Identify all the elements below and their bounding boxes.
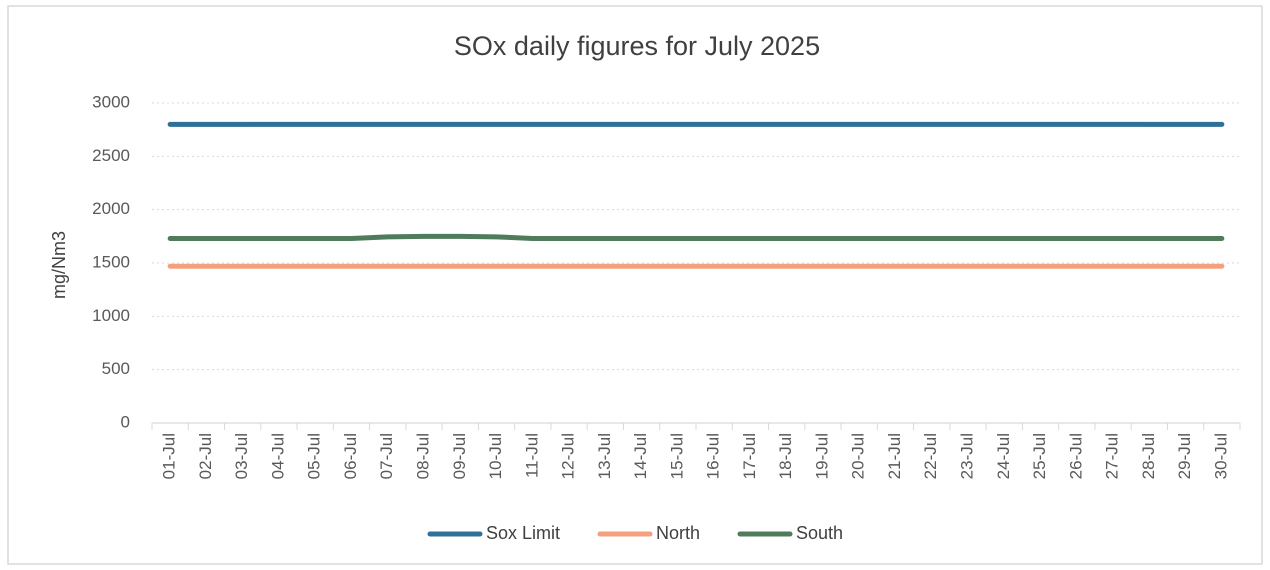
x-tick-label: 02-Jul	[196, 433, 215, 479]
y-tick-label: 3000	[92, 92, 130, 111]
x-tick-label: 07-Jul	[377, 433, 396, 479]
x-tick-label: 14-Jul	[631, 433, 650, 479]
legend-label: Sox Limit	[486, 523, 560, 543]
legend-label: South	[796, 523, 843, 543]
x-tick-label: 30-Jul	[1211, 433, 1230, 479]
x-tick-label: 28-Jul	[1139, 433, 1158, 479]
y-tick-label: 0	[121, 412, 130, 431]
x-tick-label: 19-Jul	[812, 433, 831, 479]
x-tick-label: 26-Jul	[1066, 433, 1085, 479]
y-tick-label: 2500	[92, 146, 130, 165]
x-tick-label: 27-Jul	[1103, 433, 1122, 479]
x-tick-label: 10-Jul	[486, 433, 505, 479]
x-tick-label: 18-Jul	[776, 433, 795, 479]
y-tick-label: 1500	[92, 252, 130, 271]
y-tick-label: 1000	[92, 306, 130, 325]
x-tick-label: 20-Jul	[849, 433, 868, 479]
x-tick-label: 12-Jul	[559, 433, 578, 479]
x-tick-label: 25-Jul	[1030, 433, 1049, 479]
x-tick-label: 03-Jul	[232, 433, 251, 479]
chart-frame	[7, 5, 1263, 565]
chart-title: SOx daily figures for July 2025	[454, 31, 820, 61]
x-tick-label: 21-Jul	[885, 433, 904, 479]
x-tick-label: 17-Jul	[740, 433, 759, 479]
x-tick-label: 09-Jul	[450, 433, 469, 479]
x-tick-label: 04-Jul	[268, 433, 287, 479]
series-line	[167, 233, 1225, 241]
x-tick-label: 01-Jul	[160, 433, 179, 479]
x-tick-label: 16-Jul	[704, 433, 723, 479]
y-tick-label: 500	[102, 359, 130, 378]
y-axis-title: mg/Nm3	[49, 231, 69, 299]
legend-label: North	[656, 523, 700, 543]
x-tick-label: 08-Jul	[413, 433, 432, 479]
x-tick-label: 05-Jul	[305, 433, 324, 479]
x-tick-label: 22-Jul	[921, 433, 940, 479]
x-tick-label: 13-Jul	[595, 433, 614, 479]
x-tick-label: 24-Jul	[994, 433, 1013, 479]
x-tick-label: 23-Jul	[957, 433, 976, 479]
x-tick-label: 15-Jul	[667, 433, 686, 479]
x-tick-label: 11-Jul	[522, 433, 541, 478]
x-tick-label: 29-Jul	[1175, 433, 1194, 479]
y-tick-label: 2000	[92, 199, 130, 218]
x-tick-label: 06-Jul	[341, 433, 360, 479]
